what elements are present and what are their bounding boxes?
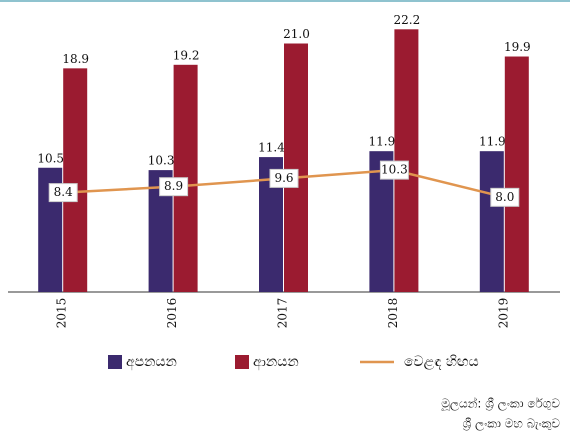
label-box (269, 168, 299, 188)
data-label: 8.4 (54, 185, 73, 199)
data-label: 19.2 (173, 48, 200, 62)
data-label: 10.3 (381, 163, 408, 177)
data-label: 11.9 (479, 135, 506, 149)
data-label: 21.0 (283, 27, 310, 41)
data-label: 8.0 (495, 190, 514, 204)
x-tick-label: 2015 (55, 298, 69, 329)
data-label: 10.5 (37, 151, 64, 165)
bar (504, 56, 529, 293)
x-tick-label: 2017 (276, 298, 290, 329)
data-label: 9.6 (274, 171, 293, 185)
label-box (490, 187, 520, 207)
data-label: 10.3 (148, 154, 175, 168)
data-label: 22.2 (394, 13, 421, 27)
bar (479, 151, 504, 292)
bar (63, 68, 88, 292)
x-tick-label: 2018 (386, 298, 400, 329)
legend-label: ආනයන (253, 354, 299, 371)
legend-label: අපනයන (126, 354, 177, 371)
legend-swatch (235, 355, 249, 369)
source: මූලයන්: ශ්‍රී ලංකා රේගුව (441, 396, 560, 411)
legend-label: වෙළඳ හිඟය (404, 354, 479, 370)
data-label: 8.9 (164, 179, 183, 193)
data-label: 18.9 (62, 52, 89, 66)
x-tick-label: 2019 (496, 298, 510, 329)
data-label: 11.4 (258, 141, 285, 155)
data-label: 19.9 (504, 40, 531, 54)
label-box (48, 183, 78, 203)
label-box (379, 160, 409, 180)
label-box (159, 177, 189, 197)
data-label: 11.9 (369, 135, 396, 149)
bar (284, 43, 308, 292)
source: ශ්‍රී ලංකා මහ බැංකුව (462, 417, 560, 432)
legend-swatch (108, 355, 122, 369)
top-border (0, 0, 570, 2)
x-tick-label: 2016 (165, 298, 179, 329)
